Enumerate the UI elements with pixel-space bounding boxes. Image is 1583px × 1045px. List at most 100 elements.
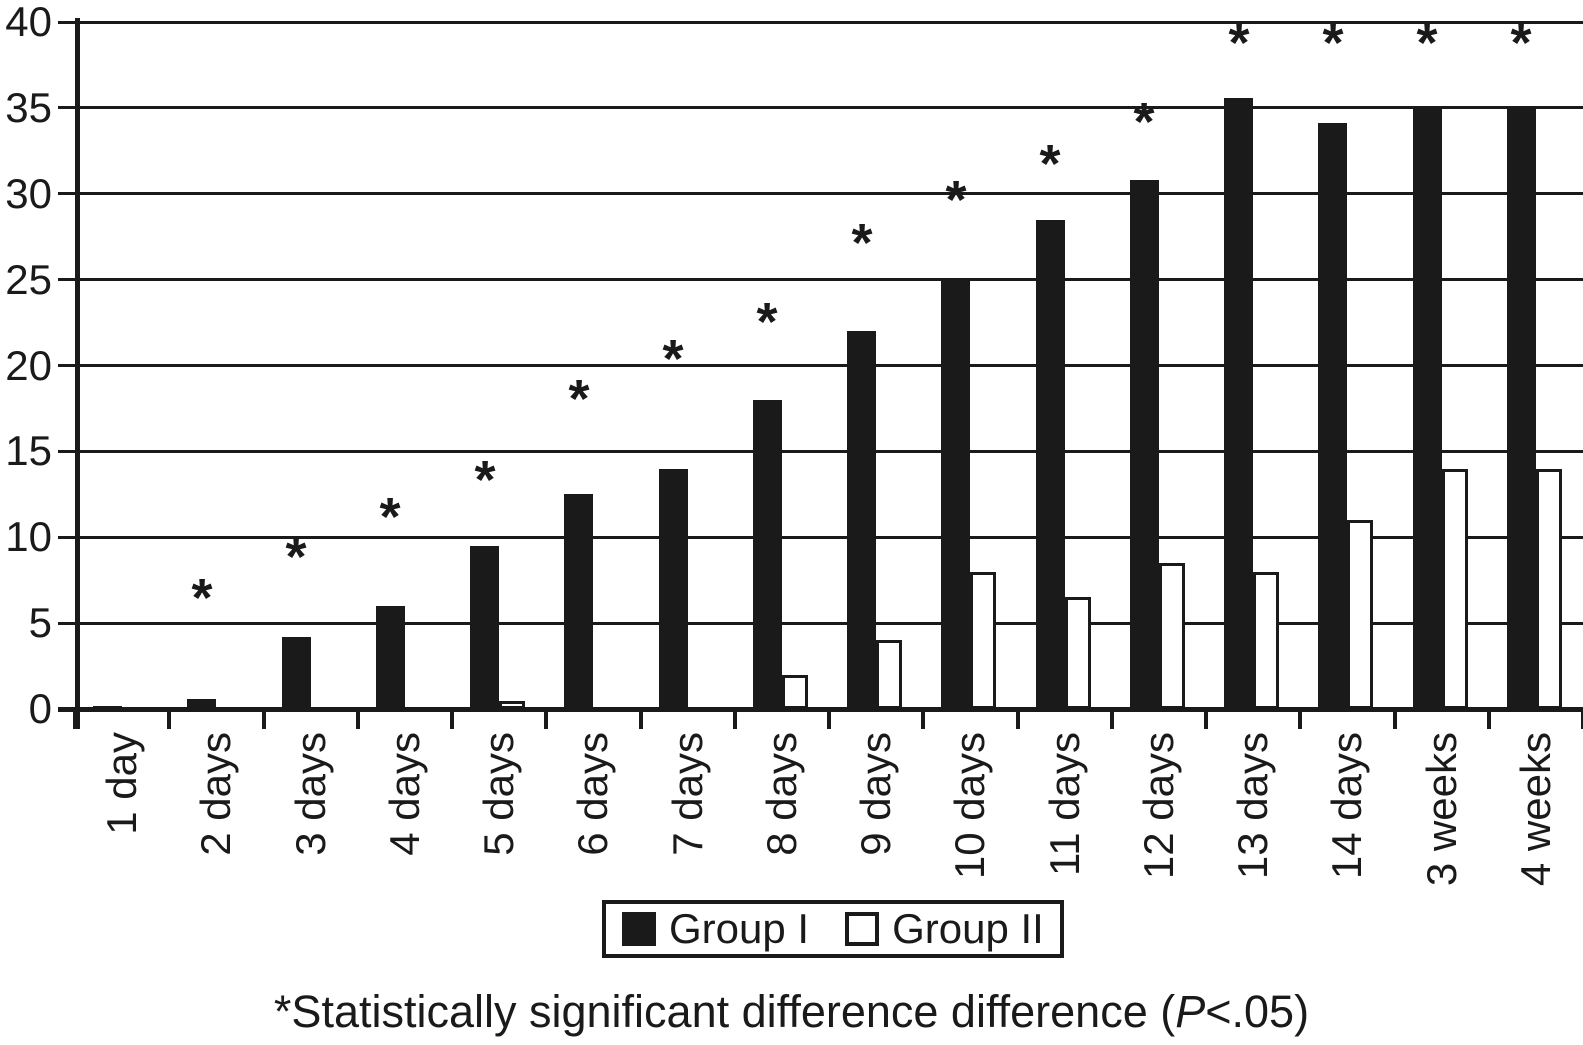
gridline-25 [58, 278, 1583, 281]
x-axis-tick [544, 709, 548, 729]
group1-bar [564, 494, 593, 709]
group2-legend-label: Group II [892, 905, 1044, 952]
x-axis-label: 13 days [1229, 732, 1276, 880]
x-axis-label: 4 days [381, 732, 428, 856]
y-axis-label: 20 [5, 342, 52, 389]
x-axis-tick [827, 709, 831, 729]
y-axis-label: 10 [5, 513, 52, 560]
y-axis-label: 30 [5, 170, 52, 217]
group1-bar [1130, 180, 1159, 709]
significance-asterisk: * [1416, 12, 1438, 73]
x-axis-tick [733, 709, 737, 729]
gridline-5 [58, 622, 1583, 625]
significance-asterisk: * [851, 212, 873, 273]
gridline-20 [58, 364, 1583, 367]
x-axis-label: 12 days [1135, 732, 1182, 880]
group1-legend-swatch-icon [622, 912, 656, 946]
group1-bar [847, 331, 876, 709]
x-axis-tick [1016, 709, 1020, 729]
group1-legend-label: Group I [669, 905, 810, 952]
y-axis-label: 25 [5, 256, 52, 303]
x-axis-tick [450, 709, 454, 729]
x-axis-label: 7 days [664, 732, 711, 856]
group1-bar [659, 469, 688, 709]
y-axis-label: 40 [5, 0, 52, 45]
significance-asterisk: * [191, 567, 213, 628]
x-axis-label: 11 days [1041, 732, 1088, 876]
significance-asterisk: * [379, 486, 401, 547]
gridline-30 [58, 192, 1583, 195]
significance-asterisk: * [945, 169, 967, 230]
x-axis-tick [1110, 709, 1114, 729]
footnote-p-symbol: P [1175, 986, 1206, 1037]
group2-bar [1065, 597, 1091, 709]
group1-bar [1318, 123, 1347, 709]
x-axis-label: 1 day [98, 732, 145, 835]
x-axis-tick [73, 709, 77, 729]
group2-bar [1442, 469, 1468, 709]
x-axis-label: 10 days [946, 732, 993, 880]
significance-asterisk: * [1039, 133, 1061, 194]
y-axis-label: 0 [28, 685, 52, 732]
x-axis-label: 9 days [852, 732, 899, 856]
group1-bar [470, 546, 499, 709]
x-axis-label: 2 days [192, 732, 239, 856]
gridline-40 [58, 21, 1583, 24]
x-axis-label: 14 days [1323, 732, 1370, 880]
x-axis-tick [167, 709, 171, 729]
group1-bar [1413, 108, 1442, 709]
x-axis-tick [1204, 709, 1208, 729]
x-axis-tick [356, 709, 360, 729]
y-axis-line [75, 18, 80, 729]
group1-bar [753, 400, 782, 709]
x-axis-tick [1298, 709, 1302, 729]
significance-asterisk: * [1228, 12, 1250, 73]
x-axis-tick [921, 709, 925, 729]
x-axis-tick [262, 709, 266, 729]
significance-footnote: *Statistically significant difference di… [273, 986, 1310, 1037]
group1-bar [376, 606, 405, 709]
group2-bar [876, 640, 902, 709]
significance-asterisk: * [1510, 12, 1532, 73]
chart-legend: Group I Group II [602, 900, 1064, 958]
group1-bar [1224, 98, 1253, 709]
group2-bar [1347, 520, 1373, 709]
x-axis-tick [639, 709, 643, 729]
x-axis-tick [1487, 709, 1491, 729]
significance-asterisk: * [1133, 91, 1155, 152]
y-axis-label: 35 [5, 84, 52, 131]
group1-bar [1036, 220, 1065, 709]
x-axis-label: 5 days [475, 732, 522, 856]
group1-bar [187, 699, 216, 709]
x-axis-label: 4 weeks [1512, 732, 1559, 887]
group2-legend-swatch-icon [845, 912, 880, 946]
gridline-35 [58, 106, 1583, 109]
x-axis-label: 3 days [287, 732, 334, 856]
significance-asterisk: * [474, 449, 496, 510]
group2-bar [1159, 563, 1185, 709]
gridline-15 [58, 450, 1583, 453]
gridline-10 [58, 536, 1583, 539]
x-axis-tick [1581, 709, 1583, 729]
group2-bar [499, 701, 525, 709]
significance-asterisk: * [1322, 12, 1344, 73]
y-axis-label: 15 [5, 427, 52, 474]
significance-asterisk: * [756, 291, 778, 352]
group1-bar [941, 280, 970, 709]
significance-asterisk: * [285, 526, 307, 587]
y-axis-label: 5 [28, 599, 52, 646]
significance-asterisk: * [568, 368, 590, 429]
group1-bar [282, 637, 311, 709]
group2-bar [970, 572, 996, 709]
group2-bar [782, 675, 808, 709]
group1-bar [1507, 108, 1536, 709]
x-axis-label: 8 days [758, 732, 805, 856]
group2-bar [1536, 469, 1562, 709]
x-axis-line [58, 707, 1583, 712]
x-axis-tick [1393, 709, 1397, 729]
group1-bar [93, 706, 122, 709]
significance-asterisk: * [662, 328, 684, 389]
x-axis-label: 3 weeks [1418, 732, 1465, 887]
group2-bar [1253, 572, 1279, 709]
